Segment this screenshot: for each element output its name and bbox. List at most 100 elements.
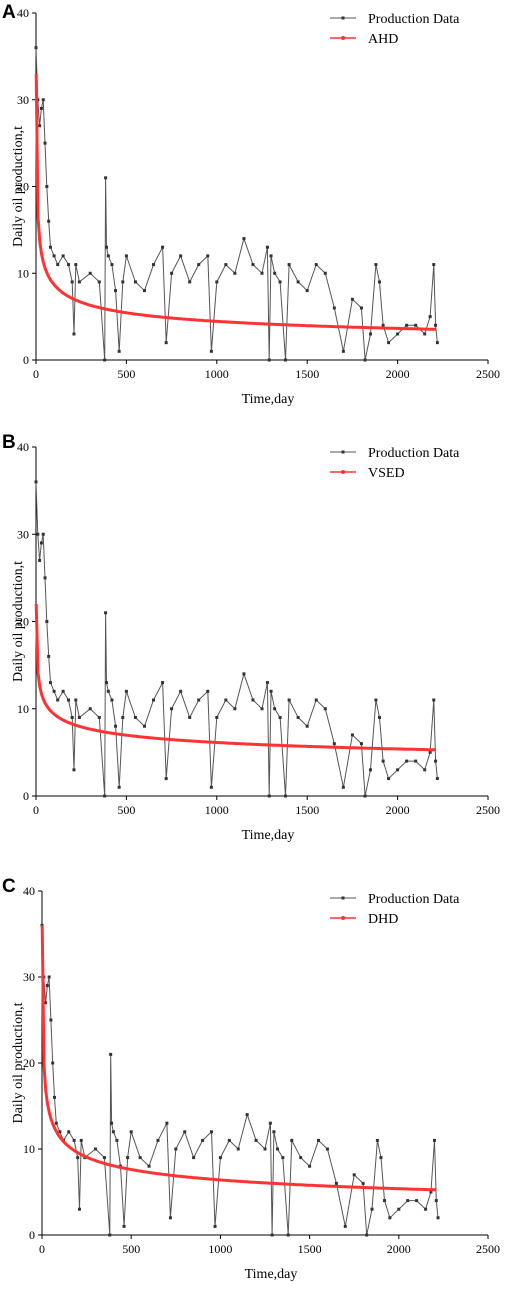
production-data-point (265, 245, 269, 249)
production-data-point (352, 1173, 356, 1177)
x-tick-label: 500 (117, 367, 135, 381)
production-data-point (209, 349, 213, 353)
y-tick-label: 20 (23, 1056, 35, 1070)
production-data-point (52, 254, 56, 258)
production-data-point (273, 271, 277, 275)
production-data-point (213, 1224, 217, 1228)
production-data-point (209, 785, 213, 789)
production-data-point (97, 715, 101, 719)
y-tick-label: 40 (23, 884, 35, 898)
production-data-point (77, 1207, 81, 1211)
production-data-point (341, 349, 345, 353)
production-data-point (188, 715, 192, 719)
production-data-point (350, 297, 354, 301)
production-data-point (41, 98, 45, 102)
chart-a: 0 500 1000 1500 2000 2500 0 10 20 30 40 Time,day Dai… (11, 6, 500, 407)
production-data-point (108, 1233, 112, 1237)
production-data-point (36, 532, 40, 536)
chart-panel-c: C 0 500 1000 1500 2000 2500 0 10 20 30 40 Time,day D… (0, 876, 519, 1296)
production-data-point (396, 768, 400, 772)
y-tick-label: 0 (29, 1228, 35, 1242)
production-data-point (61, 254, 65, 258)
production-data-point (370, 1207, 374, 1211)
production-data-point (51, 1061, 55, 1065)
legend-production-label: Production Data (368, 892, 460, 907)
production-data-point (164, 777, 168, 781)
production-data-point (272, 1130, 276, 1134)
production-data-point (41, 532, 45, 536)
production-data-point (263, 1147, 267, 1151)
production-data-point (126, 1156, 130, 1160)
production-data-point (325, 1147, 329, 1151)
production-data-point (201, 1138, 205, 1142)
production-data-point (435, 777, 439, 781)
production-data-point (432, 1138, 436, 1142)
legend-fit-label: AHD (368, 32, 398, 47)
y-axis-title: Daily oil production,t (11, 1002, 26, 1123)
legend-production-marker (341, 896, 345, 900)
production-data-line (41, 925, 439, 1236)
production-data-point (79, 1138, 83, 1142)
production-data-point (45, 984, 49, 988)
production-data-point (110, 698, 114, 702)
production-data-point (387, 777, 391, 781)
panel-letter-b: B (2, 432, 16, 453)
y-tick-label: 40 (17, 6, 29, 20)
y-tick-label: 20 (17, 615, 29, 629)
production-data-point (43, 141, 47, 145)
production-data-point (281, 1156, 285, 1160)
production-data-point (110, 263, 114, 267)
y-tick-label: 30 (17, 93, 29, 107)
legend-fit-marker (341, 916, 345, 920)
production-data-point (103, 794, 107, 798)
production-data-point (254, 1138, 258, 1142)
production-data-point (34, 480, 38, 484)
production-data-point (265, 681, 269, 685)
production-data-point (48, 245, 52, 249)
production-data-point (432, 263, 436, 267)
production-data-point (218, 1156, 222, 1160)
x-tick-label: 2500 (476, 367, 500, 381)
production-data-point (72, 1138, 76, 1142)
production-data-point (152, 263, 156, 267)
production-data-point (296, 715, 300, 719)
production-data-point (388, 1216, 392, 1220)
production-data-point (435, 341, 439, 345)
production-data-point (115, 1138, 119, 1142)
x-tick-label: 1500 (295, 803, 319, 817)
production-data-point (56, 263, 60, 267)
legend-production-marker (341, 16, 345, 20)
y-tick-label: 40 (17, 440, 29, 454)
production-data-point (77, 280, 81, 284)
production-data-point (287, 698, 291, 702)
production-data-point (47, 219, 51, 223)
x-tick-label: 2000 (386, 367, 410, 381)
production-data-point (397, 1207, 401, 1211)
production-data-point (39, 541, 43, 545)
production-data-point (378, 280, 382, 284)
production-data-point (379, 1156, 383, 1160)
production-data-point (363, 358, 367, 362)
panel-letter-c: C (2, 876, 16, 897)
production-data-point (381, 323, 385, 327)
production-data-point (192, 1156, 196, 1160)
production-data-point (56, 698, 60, 702)
production-data-point (109, 1052, 113, 1056)
production-data-point (260, 271, 264, 275)
production-data-point (308, 1164, 312, 1168)
production-data-point (381, 759, 385, 763)
production-data-point (174, 1147, 178, 1151)
production-data-point (405, 323, 409, 327)
production-data-point (269, 689, 273, 693)
production-data-point (48, 681, 52, 685)
production-data-point (296, 280, 300, 284)
production-data-point (94, 1147, 98, 1151)
production-data-point (45, 185, 49, 188)
production-data-point (405, 759, 409, 763)
production-data-point (273, 707, 277, 711)
x-axis-title: Time,day (245, 1267, 298, 1282)
production-data-point (88, 707, 92, 711)
production-data-point (424, 1207, 428, 1211)
production-data-point (179, 689, 183, 693)
production-data-point (206, 689, 210, 693)
